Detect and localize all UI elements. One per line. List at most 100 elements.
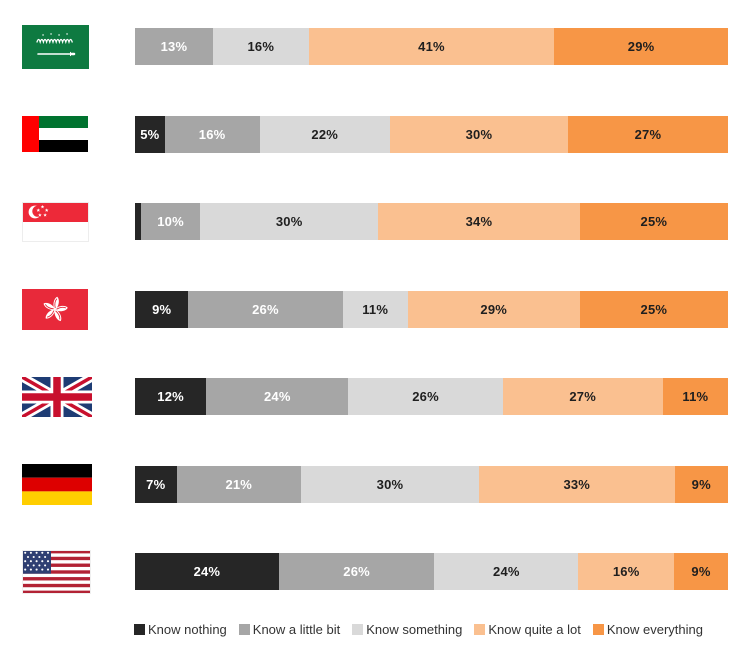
legend-item-know-nothing: Know nothing bbox=[134, 622, 227, 637]
bar-segment-know-something: 24% bbox=[434, 553, 579, 591]
bar-segment-know-something: 11% bbox=[342, 290, 408, 328]
segment-value-label: 7% bbox=[146, 476, 166, 492]
bar-segment-know-a-little-bit: 26% bbox=[278, 553, 435, 591]
segment-value-label: 41% bbox=[418, 39, 445, 55]
bar-segment-know-everything: 9% bbox=[674, 465, 728, 503]
chart-row-united-kingdom: 12% 24% 26% 27% 11% bbox=[0, 353, 752, 441]
segment-value-label: 11% bbox=[682, 389, 709, 405]
segment-value-label: 24% bbox=[493, 564, 520, 580]
legend-item-know-something: Know something bbox=[352, 622, 462, 637]
flag-hong-kong-icon bbox=[22, 288, 92, 330]
bar-segment-know-everything: 9% bbox=[674, 553, 728, 591]
legend-item-know-everything: Know everything bbox=[592, 621, 703, 637]
legend-item-know-quite-a-lot: Know quite a lot bbox=[474, 622, 581, 637]
bar-segment-know-everything: 25% bbox=[579, 290, 728, 328]
bar-germany: 7% 21% 30% 33% 9% bbox=[135, 465, 728, 503]
segment-value-label: 16% bbox=[612, 564, 640, 580]
flag-united-arab-emirates-icon bbox=[22, 116, 92, 153]
bar-segment-know-nothing bbox=[135, 203, 141, 241]
flag-singapore-icon bbox=[22, 201, 92, 242]
segment-value-label: 30% bbox=[275, 214, 303, 230]
segment-value-label: 24% bbox=[264, 389, 291, 405]
bar-saudi-arabia: 13% 16% 41% 29% bbox=[135, 28, 728, 66]
segment-value-label: 26% bbox=[252, 301, 279, 317]
legend-label: Know quite a lot bbox=[488, 621, 581, 637]
legend-swatch-icon bbox=[238, 623, 250, 635]
segment-value-label: 25% bbox=[640, 301, 668, 317]
segment-value-label: 34% bbox=[465, 214, 493, 230]
legend-label: Know a little bit bbox=[252, 621, 341, 637]
segment-value-label: 21% bbox=[225, 476, 253, 492]
flag-germany-icon bbox=[22, 463, 92, 505]
segment-value-label: 27% bbox=[569, 389, 596, 405]
chart-legend: Know nothing Know a little bit Know someth… bbox=[134, 622, 752, 637]
segment-value-label: 9% bbox=[691, 564, 711, 580]
segment-value-label: 13% bbox=[160, 39, 188, 55]
chart-row-singapore: 10% 30% 34% 25% bbox=[0, 178, 752, 266]
chart-row-saudi-arabia: 13% 16% 41% 29% bbox=[0, 3, 752, 91]
bar-segment-know-quite-a-lot: 27% bbox=[502, 378, 663, 416]
segment-value-label: 22% bbox=[311, 126, 339, 142]
legend-label: Know nothing bbox=[148, 621, 227, 637]
chart-row-uae: 5% 16% 22% 30% 27% bbox=[0, 91, 752, 179]
segment-value-label: 27% bbox=[634, 126, 662, 142]
legend-label: Know something bbox=[366, 621, 463, 637]
legend-item-know-a-little-bit: Know a little bit bbox=[238, 621, 341, 637]
segment-value-label: 16% bbox=[247, 39, 275, 55]
legend-label: Know everything bbox=[606, 621, 703, 637]
segment-value-label: 29% bbox=[480, 301, 508, 317]
segment-value-label: 29% bbox=[627, 39, 655, 55]
segment-value-label: 24% bbox=[193, 564, 221, 580]
bar-segment-know-everything: 11% bbox=[662, 378, 728, 416]
segment-value-label: 9% bbox=[691, 476, 711, 492]
segment-value-label: 26% bbox=[412, 389, 439, 405]
bar-segment-know-a-little-bit: 10% bbox=[140, 203, 201, 241]
bar-segment-know-something: 26% bbox=[348, 378, 503, 416]
bar-segment-know-a-little-bit: 26% bbox=[188, 290, 343, 328]
bar-united-states: 24% 26% 24% 16% 9% bbox=[135, 553, 728, 591]
chart-row-hong-kong: 9% 26% 11% 29% 25% bbox=[0, 266, 752, 354]
bar-segment-know-everything: 29% bbox=[554, 28, 728, 66]
legend-swatch-icon bbox=[352, 623, 364, 635]
legend-swatch-icon bbox=[474, 623, 486, 635]
bar-segment-know-something: 16% bbox=[212, 28, 309, 66]
bar-segment-know-something: 22% bbox=[259, 115, 390, 153]
bar-hong-kong: 9% 26% 11% 29% 25% bbox=[135, 290, 728, 328]
bar-segment-know-everything: 25% bbox=[579, 203, 728, 241]
bar-segment-know-nothing: 7% bbox=[135, 465, 177, 503]
segment-value-label: 16% bbox=[198, 126, 226, 142]
segment-value-label: 26% bbox=[343, 564, 370, 580]
bar-united-kingdom: 12% 24% 26% 27% 11% bbox=[135, 378, 728, 416]
bar-segment-know-a-little-bit: 24% bbox=[206, 378, 349, 416]
segment-value-label: 11% bbox=[362, 301, 389, 317]
bar-segment-know-a-little-bit: 21% bbox=[176, 465, 302, 503]
flag-saudi-arabia-icon bbox=[22, 24, 92, 69]
bar-segment-know-quite-a-lot: 30% bbox=[389, 115, 568, 153]
bar-uae: 5% 16% 22% 30% 27% bbox=[135, 115, 728, 153]
bar-segment-know-quite-a-lot: 41% bbox=[308, 28, 555, 66]
bar-segment-know-nothing: 5% bbox=[135, 115, 165, 153]
segment-value-label: 33% bbox=[563, 476, 591, 492]
bar-segment-know-quite-a-lot: 29% bbox=[407, 290, 580, 328]
bar-segment-know-nothing: 24% bbox=[135, 553, 279, 591]
chart-row-germany: 7% 21% 30% 33% 9% bbox=[0, 441, 752, 529]
bar-segment-know-something: 30% bbox=[200, 203, 379, 241]
legend-swatch-icon bbox=[134, 623, 145, 635]
segment-value-label: 30% bbox=[465, 126, 493, 142]
bar-segment-know-nothing: 9% bbox=[135, 290, 189, 328]
segment-value-label: 5% bbox=[140, 126, 160, 142]
segment-value-label: 10% bbox=[157, 214, 184, 230]
bar-singapore: 10% 30% 34% 25% bbox=[135, 203, 728, 241]
bar-segment-know-a-little-bit: 16% bbox=[164, 115, 260, 153]
segment-value-label: 25% bbox=[640, 214, 668, 230]
flag-united-kingdom-icon bbox=[22, 376, 92, 417]
legend-swatch-icon bbox=[592, 623, 604, 635]
bar-segment-know-quite-a-lot: 16% bbox=[578, 553, 675, 591]
bar-segment-know-everything: 27% bbox=[567, 115, 728, 153]
bar-segment-know-something: 30% bbox=[301, 465, 479, 503]
flag-united-states-icon bbox=[22, 549, 92, 594]
bar-segment-know-nothing: 12% bbox=[135, 378, 207, 416]
segment-value-label: 30% bbox=[376, 476, 404, 492]
bar-segment-know-quite-a-lot: 33% bbox=[478, 465, 675, 503]
